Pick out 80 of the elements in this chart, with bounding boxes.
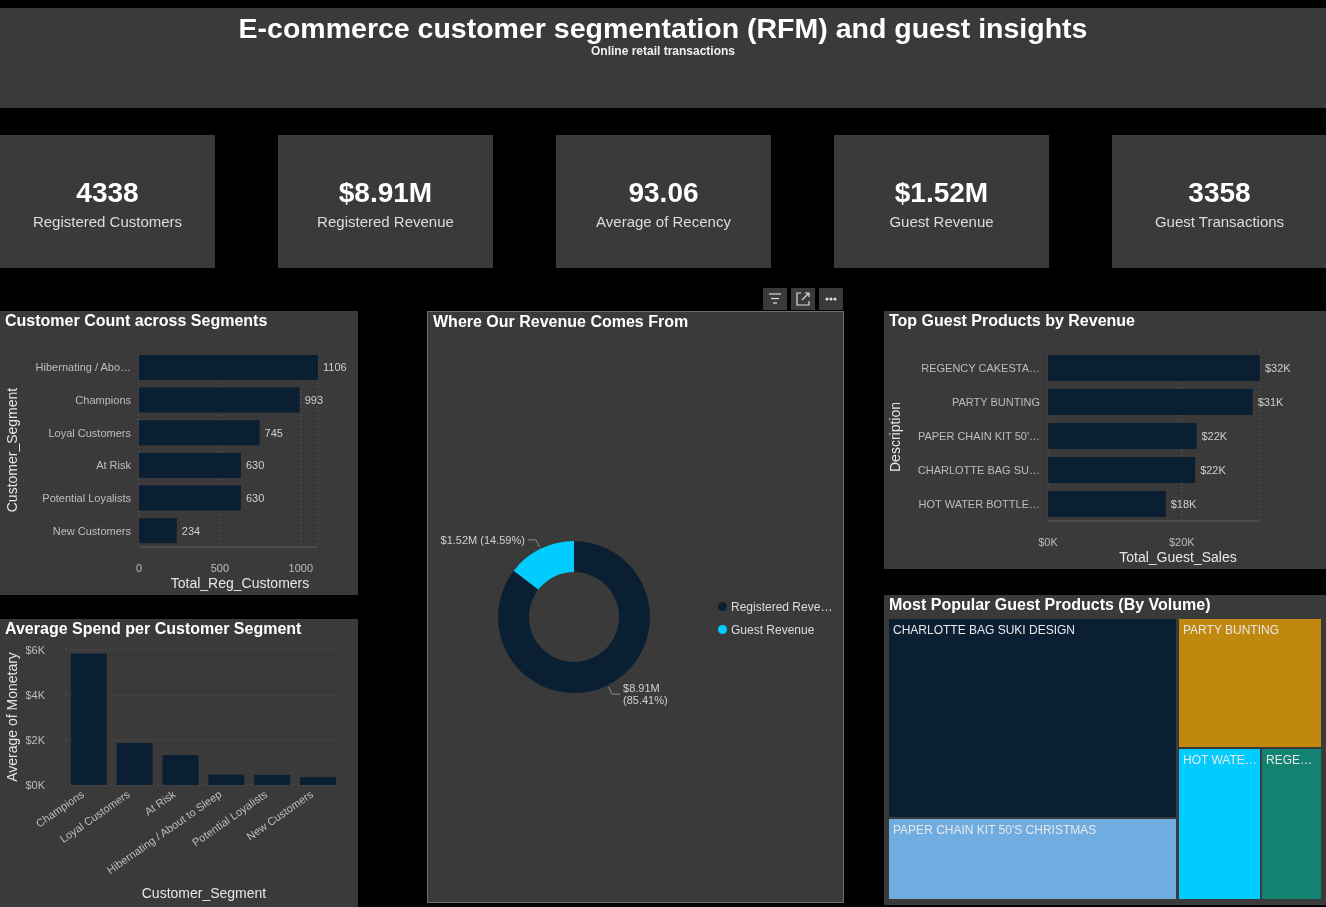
- y-axis-title: Average of Monetary: [4, 652, 20, 782]
- x-tick-label: 1000: [288, 562, 314, 574]
- bar: [139, 354, 318, 380]
- data-label: $18K: [1170, 497, 1198, 510]
- legend-label: Guest Revenue: [731, 622, 815, 637]
- y-tick-label: Loyal Customers: [48, 426, 132, 439]
- data-label: $22K: [1201, 429, 1228, 442]
- y-tick-label: $2K: [25, 734, 46, 746]
- category-label: HOT WATE…: [1183, 753, 1257, 767]
- category-label: REGE…: [1266, 753, 1313, 767]
- data-label: 234: [181, 524, 201, 537]
- y-axis-title: Description: [887, 401, 903, 473]
- y-tick-label: New Customers: [52, 524, 132, 537]
- legend-label: Registered Reve…: [731, 599, 833, 614]
- bar: [116, 742, 153, 785]
- chart-title: Average Spend per Customer Segment: [5, 619, 302, 639]
- y-tick-label: CHARLOTTE BAG SU…: [917, 464, 1040, 476]
- text: 93.06: [627, 177, 700, 209]
- data-label: 630: [245, 491, 265, 504]
- x-tick-label: 0: [135, 562, 143, 574]
- category-label: Guest Revenue: [888, 213, 995, 231]
- bar: [70, 653, 107, 785]
- bar: [208, 774, 245, 785]
- text: Online retail transactions: [589, 44, 736, 58]
- bar: [139, 387, 300, 413]
- bar: [139, 452, 241, 478]
- data-label: $32K: [1265, 361, 1292, 374]
- x-axis-title: Total_Reg_Customers: [170, 575, 310, 591]
- bar: [1048, 456, 1196, 483]
- data-label: $1.52M (14.59%): [440, 533, 525, 546]
- data-label: $31K: [1257, 395, 1284, 408]
- text: 3358: [1187, 177, 1252, 209]
- data-label: 993: [304, 393, 324, 406]
- category-label: Registered Customers: [31, 213, 184, 231]
- category-label: PAPER CHAIN KIT 50'S CHRISTMAS: [893, 823, 1097, 837]
- y-tick-label: REGENCY CAKESTA…: [921, 362, 1040, 374]
- bar: [139, 420, 260, 446]
- y-tick-label: At Risk: [96, 459, 132, 472]
- y-axis-title: Customer_Segment: [4, 387, 20, 513]
- y-tick-label: Potential Loyalists: [42, 492, 132, 504]
- category-label: Registered Revenue: [316, 213, 455, 231]
- bar: [1048, 422, 1197, 449]
- category-label: PARTY BUNTING: [1183, 623, 1280, 637]
- y-tick-label: Champions: [75, 394, 132, 406]
- text: 4338: [75, 177, 140, 209]
- data-label: 1106: [323, 361, 347, 374]
- bar: [162, 755, 199, 785]
- category-label: CHARLOTTE BAG SUKI DESIGN: [893, 623, 1076, 637]
- category-label: Average of Recency: [595, 213, 732, 231]
- x-tick-label: 500: [210, 562, 230, 574]
- y-tick-label: $4K: [25, 689, 46, 701]
- bar: [139, 485, 241, 511]
- y-tick-label: $6K: [25, 644, 46, 656]
- bar: [254, 775, 291, 785]
- data-label: 630: [245, 459, 265, 472]
- text: Most Popular Guest Products (By Volume): [889, 595, 1211, 615]
- bar: [1048, 354, 1260, 381]
- x-axis-title: Customer_Segment: [141, 885, 267, 901]
- chart-title: Top Guest Products by Revenue: [889, 311, 1135, 331]
- data-label: $8.91M (85.41%): [623, 682, 668, 707]
- x-tick-label: $20K: [1168, 536, 1196, 548]
- bar: [1048, 388, 1253, 415]
- x-tick-label: At Risk: [142, 787, 179, 818]
- y-tick-label: PARTY BUNTING: [951, 396, 1040, 408]
- text: E-commerce customer segmentation (RFM) and guest insights: [237, 11, 1089, 45]
- text: $1.52M: [893, 177, 990, 209]
- y-tick-label: $0K: [25, 779, 46, 791]
- data-label: 745: [264, 426, 283, 439]
- y-tick-label: PAPER CHAIN KIT 50'…: [917, 430, 1040, 442]
- y-tick-label: Hibernating / Abo…: [35, 361, 131, 374]
- bar: [139, 518, 177, 544]
- category-label: Guest Transactions: [1153, 213, 1286, 231]
- text: $8.91M: [337, 177, 434, 209]
- chart-title: Where Our Revenue Comes From: [433, 312, 689, 332]
- data-label: $22K: [1200, 463, 1227, 476]
- bar: [299, 777, 336, 785]
- y-tick-label: HOT WATER BOTTLE…: [918, 498, 1040, 510]
- chart-title: Customer Count across Segments: [5, 311, 268, 331]
- x-axis-title: Total_Guest_Sales: [1119, 549, 1237, 565]
- bar: [1048, 490, 1166, 517]
